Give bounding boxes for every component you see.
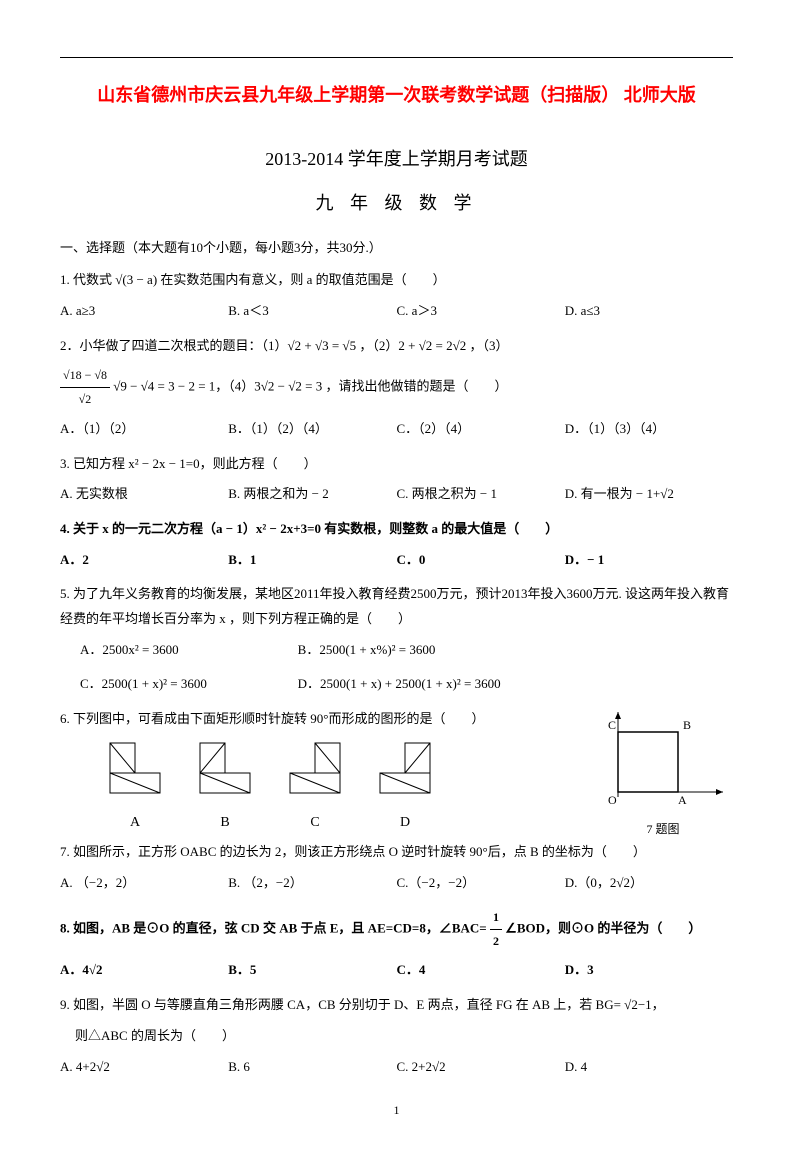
- q4-opt-a: A．2: [60, 548, 228, 573]
- q8-opt-b: B．5: [228, 958, 396, 983]
- q2-options: A．（1）（2） B．（1）（2）（4） C．（2）（4） D．（1）（3）（4…: [60, 417, 733, 442]
- question-6: 6. 下列图中，可看成由下面矩形顺时针旋转 90°而形成的图形的是（ ）: [60, 707, 593, 732]
- q1-opt-b: B. a＜3: [228, 299, 396, 324]
- q9-opt-d: D. 4: [565, 1055, 733, 1080]
- doc-title: 山东省德州市庆云县九年级上学期第一次联考数学试题（扫描版） 北师大版: [60, 78, 733, 112]
- figure-7-label: 7 题图: [593, 818, 733, 841]
- label-a: A: [90, 810, 180, 837]
- q7-opt-d: D.（0，2√2）: [565, 871, 733, 896]
- q6-labels: A B C D: [90, 810, 593, 837]
- q1-options: A. a≥3 B. a＜3 C. a＞3 D. a≤3: [60, 299, 733, 324]
- q7-opt-c: C.（−2，−2）: [397, 871, 565, 896]
- fig7-a: A: [678, 793, 687, 807]
- q2-frac-den: √2: [60, 388, 110, 411]
- question-8: 8. 如图，AB 是⊙O 的直径，弦 CD 交 AB 于点 E，且 AE=CD=…: [60, 906, 733, 953]
- q2-opt-a: A．（1）（2）: [60, 417, 228, 442]
- shape-c: [270, 738, 360, 809]
- q5-options-row1: A．2500x² = 3600 B．2500(1 + x%)² = 3600: [80, 638, 733, 663]
- figure-7-icon: C B O A: [598, 707, 728, 807]
- q4-opt-c: C．0: [397, 548, 565, 573]
- label-b: B: [180, 810, 270, 837]
- q5-opt-c: C．2500(1 + x)² = 3600: [80, 672, 298, 697]
- q7-opt-a: A. （−2，2）: [60, 871, 228, 896]
- q4-options: A．2 B．1 C．0 D．− 1: [60, 548, 733, 573]
- fig7-c: C: [608, 718, 616, 732]
- q5-options-row2: C．2500(1 + x)² = 3600 D．2500(1 + x) + 25…: [80, 672, 733, 697]
- q2-fraction: √18 − √8 √2: [60, 364, 110, 411]
- shape-b: [180, 738, 270, 809]
- fig7-b: B: [683, 718, 691, 732]
- question-4: 4. 关于 x 的一元二次方程（a − 1）x² − 2x+3=0 有实数根，则…: [60, 517, 733, 542]
- shape-d-icon: [375, 738, 435, 798]
- question-2-line1: 2．小华做了四道二次根式的题目：（1）√2 + √3 = √5 ，（2）2 + …: [60, 334, 733, 359]
- q6-shapes: [90, 738, 593, 809]
- question-9-line1: 9. 如图，半圆 O 与等腰直角三角形两腰 CA，CB 分别切于 D、E 两点，…: [60, 993, 733, 1018]
- q4-opt-d: D．− 1: [565, 548, 733, 573]
- section-heading: 一、选择题（本大题有10个小题，每小题3分，共30分.）: [60, 236, 733, 261]
- q1-opt-d: D. a≤3: [565, 299, 733, 324]
- q8-pre: 8. 如图，AB 是⊙O 的直径，弦 CD 交 AB 于点 E，且 AE=CD=…: [60, 920, 487, 935]
- fig7-o: O: [608, 793, 617, 807]
- question-3: 3. 已知方程 x² − 2x − 1=0，则此方程（ ）: [60, 452, 733, 477]
- q3-opt-c: C. 两根之积为 − 1: [397, 482, 565, 507]
- shape-d: [360, 738, 450, 809]
- shape-b-icon: [195, 738, 255, 798]
- q9-opt-c: C. 2+2√2: [397, 1055, 565, 1080]
- q4-opt-b: B．1: [228, 548, 396, 573]
- page-number: 1: [60, 1099, 733, 1122]
- question-9-line2: 则△ABC 的周长为（ ）: [75, 1024, 733, 1049]
- q2-frac-num: √18 − √8: [60, 364, 110, 388]
- shape-a: [90, 738, 180, 809]
- q5-opt-d: D．2500(1 + x) + 2500(1 + x)² = 3600: [298, 672, 733, 697]
- q9-opt-b: B. 6: [228, 1055, 396, 1080]
- q3-opt-a: A. 无实数根: [60, 482, 228, 507]
- shape-a-icon: [105, 738, 165, 798]
- q2-tail: √9 − √4 = 3 − 2 = 1，（4）3√2 − √2 = 3 ，请找出…: [113, 379, 507, 394]
- q2-opt-d: D．（1）（3）（4）: [565, 417, 733, 442]
- q5-opt-b: B．2500(1 + x%)² = 3600: [298, 638, 516, 663]
- q8-opt-a: A．4√2: [60, 958, 228, 983]
- question-5: 5. 为了九年义务教育的均衡发展，某地区2011年投入教育经费2500万元，预计…: [60, 582, 733, 631]
- q1-opt-a: A. a≥3: [60, 299, 228, 324]
- subject-title: 九 年 级 数 学: [60, 186, 733, 220]
- question-2-line2: √18 − √8 √2 √9 − √4 = 3 − 2 = 1，（4）3√2 −…: [60, 364, 733, 411]
- q8-fraction: 1 2: [490, 906, 502, 953]
- q9-options: A. 4+2√2 B. 6 C. 2+2√2 D. 4: [60, 1055, 733, 1080]
- q7-opt-b: B. （2，−2）: [228, 871, 396, 896]
- q8-frac-den: 2: [490, 930, 502, 953]
- q8-opt-c: C．4: [397, 958, 565, 983]
- q2-opt-c: C．（2）（4）: [397, 417, 565, 442]
- q5-opt-a: A．2500x² = 3600: [80, 638, 298, 663]
- q8-post: ∠BOD，则⊙O 的半径为（ ）: [505, 920, 701, 935]
- shape-c-icon: [285, 738, 345, 798]
- label-d: D: [360, 810, 450, 837]
- q3-options: A. 无实数根 B. 两根之和为 − 2 C. 两根之积为 − 1 D. 有一根…: [60, 482, 733, 507]
- top-rule: [60, 57, 733, 58]
- question-7: 7. 如图所示，正方形 OABC 的边长为 2，则该正方形绕点 O 逆时针旋转 …: [60, 840, 733, 865]
- q3-opt-b: B. 两根之和为 − 2: [228, 482, 396, 507]
- q9-opt-a: A. 4+2√2: [60, 1055, 228, 1080]
- q3-opt-d: D. 有一根为 − 1+√2: [565, 482, 733, 507]
- exam-title: 2013-2014 学年度上学期月考试题: [60, 142, 733, 176]
- q7-options: A. （−2，2） B. （2，−2） C.（−2，−2） D.（0，2√2）: [60, 871, 733, 896]
- q8-frac-num: 1: [490, 906, 502, 930]
- q1-opt-c: C. a＞3: [397, 299, 565, 324]
- q8-options: A．4√2 B．5 C．4 D．3: [60, 958, 733, 983]
- question-1: 1. 代数式 √(3 − a) 在实数范围内有意义，则 a 的取值范围是（ ）: [60, 268, 733, 293]
- q8-opt-d: D．3: [565, 958, 733, 983]
- q2-opt-b: B．（1）（2）（4）: [228, 417, 396, 442]
- figure-7: C B O A 7 题图: [593, 707, 733, 840]
- label-c: C: [270, 810, 360, 837]
